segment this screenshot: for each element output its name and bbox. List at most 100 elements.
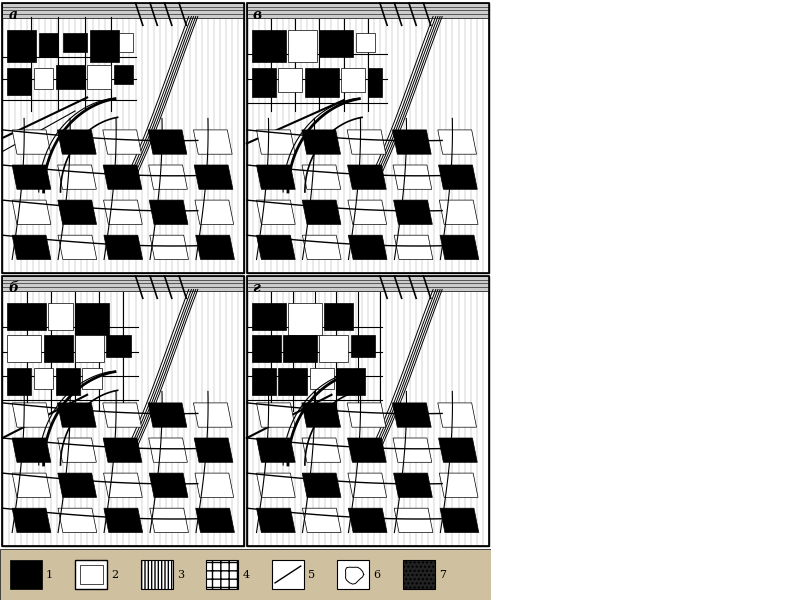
Bar <box>7 303 46 330</box>
Polygon shape <box>58 130 96 154</box>
Bar <box>252 368 276 395</box>
Text: а: а <box>8 8 18 22</box>
Polygon shape <box>347 165 386 189</box>
Polygon shape <box>150 473 188 497</box>
Polygon shape <box>302 438 341 462</box>
Bar <box>356 32 375 52</box>
Polygon shape <box>347 438 386 462</box>
Polygon shape <box>196 508 234 533</box>
Polygon shape <box>150 235 189 259</box>
Bar <box>2 3 244 18</box>
Bar <box>38 32 58 57</box>
Bar <box>278 368 307 395</box>
Polygon shape <box>102 403 142 427</box>
Bar <box>106 335 130 357</box>
Bar <box>90 30 118 62</box>
Polygon shape <box>302 130 341 154</box>
Bar <box>319 335 349 362</box>
Text: 7: 7 <box>439 569 446 580</box>
Bar <box>34 68 54 89</box>
Polygon shape <box>12 473 51 497</box>
Bar <box>319 30 354 57</box>
Polygon shape <box>394 473 432 497</box>
Polygon shape <box>348 235 387 259</box>
Polygon shape <box>348 508 387 533</box>
Bar <box>10 560 42 589</box>
Bar <box>80 565 102 584</box>
Polygon shape <box>149 165 187 189</box>
Polygon shape <box>12 508 51 533</box>
Polygon shape <box>348 200 386 224</box>
Bar <box>252 335 281 362</box>
Bar <box>324 303 354 330</box>
Bar <box>272 560 304 589</box>
Bar <box>7 30 36 62</box>
Text: Поэтапная реконструкция
архитектурно-
планировочной структуры
и застройки городс: Поэтапная реконструкция архитектурно- пл… <box>513 33 778 137</box>
Bar <box>310 368 334 389</box>
Polygon shape <box>302 508 341 533</box>
Polygon shape <box>58 473 97 497</box>
Polygon shape <box>257 403 295 427</box>
Polygon shape <box>393 165 432 189</box>
Polygon shape <box>302 235 341 259</box>
Bar <box>43 335 73 362</box>
Bar <box>34 368 54 389</box>
Polygon shape <box>195 473 234 497</box>
Text: б: б <box>8 281 18 295</box>
Bar <box>0 549 491 600</box>
Polygon shape <box>257 438 295 462</box>
Polygon shape <box>194 130 232 154</box>
Polygon shape <box>302 200 341 224</box>
Bar <box>118 32 133 52</box>
Bar <box>252 30 286 62</box>
Text: 5: 5 <box>308 569 315 580</box>
Polygon shape <box>196 235 234 259</box>
Polygon shape <box>104 235 142 259</box>
Bar <box>305 68 338 97</box>
Polygon shape <box>347 130 386 154</box>
Polygon shape <box>439 473 478 497</box>
Polygon shape <box>12 200 51 224</box>
Bar <box>2 3 244 273</box>
Polygon shape <box>393 403 431 427</box>
Bar <box>87 65 111 89</box>
Polygon shape <box>104 508 142 533</box>
Polygon shape <box>394 200 432 224</box>
Polygon shape <box>58 438 96 462</box>
Polygon shape <box>438 438 478 462</box>
Bar <box>247 276 489 291</box>
Bar <box>402 560 435 589</box>
Bar <box>141 560 173 589</box>
Polygon shape <box>394 508 433 533</box>
Polygon shape <box>58 508 97 533</box>
Text: в: в <box>253 8 262 22</box>
Bar <box>7 68 31 95</box>
Polygon shape <box>438 130 477 154</box>
Polygon shape <box>194 438 233 462</box>
Bar <box>247 3 489 18</box>
Polygon shape <box>12 235 51 259</box>
Polygon shape <box>150 508 189 533</box>
Polygon shape <box>302 165 341 189</box>
Bar <box>247 3 489 273</box>
Polygon shape <box>257 165 295 189</box>
Bar <box>56 368 80 395</box>
Polygon shape <box>58 403 96 427</box>
Bar <box>247 3 489 273</box>
Bar <box>75 560 107 589</box>
Bar <box>247 276 489 546</box>
Bar <box>75 303 109 335</box>
Polygon shape <box>12 165 51 189</box>
Polygon shape <box>257 508 295 533</box>
Bar <box>7 368 31 395</box>
Bar <box>7 335 41 362</box>
Polygon shape <box>257 235 295 259</box>
Bar <box>351 335 375 357</box>
Bar <box>206 560 238 589</box>
Polygon shape <box>438 165 478 189</box>
Bar <box>336 368 366 395</box>
Polygon shape <box>393 438 432 462</box>
Text: г: г <box>253 281 261 295</box>
Bar <box>247 276 489 546</box>
Polygon shape <box>150 200 188 224</box>
